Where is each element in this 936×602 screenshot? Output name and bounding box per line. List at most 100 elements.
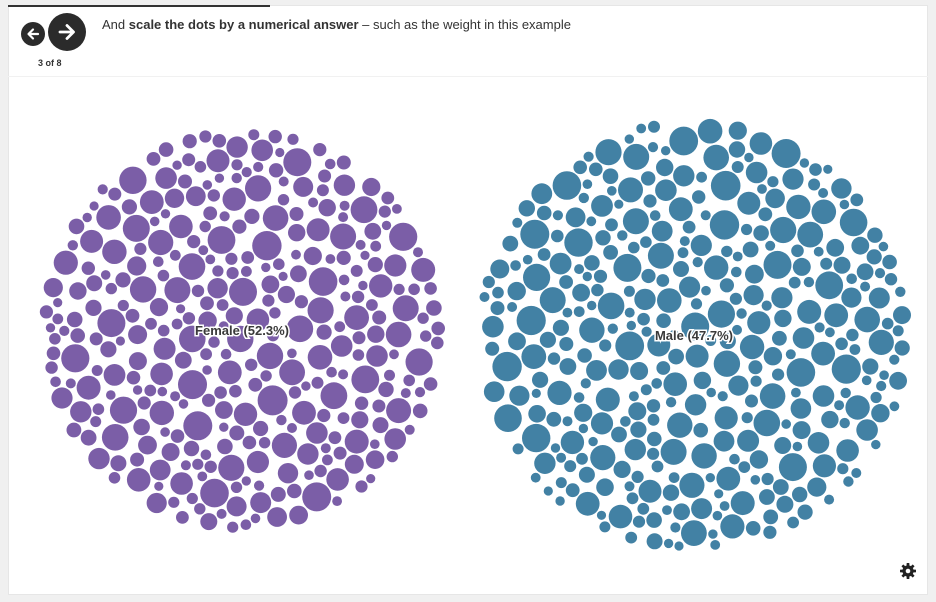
- bubble-male[interactable]: [693, 371, 712, 390]
- bubble-female[interactable]: [178, 370, 207, 400]
- bubble-female[interactable]: [245, 358, 258, 371]
- bubble-male[interactable]: [856, 419, 878, 441]
- bubble-female[interactable]: [149, 216, 160, 227]
- bubble-female[interactable]: [51, 387, 73, 409]
- bubble-male[interactable]: [574, 264, 585, 275]
- bubble-male[interactable]: [836, 439, 859, 462]
- bubble-female[interactable]: [178, 253, 206, 280]
- bubble-male[interactable]: [770, 216, 797, 244]
- bubble-female[interactable]: [278, 176, 289, 187]
- bubble-male[interactable]: [759, 489, 775, 505]
- bubble-male[interactable]: [647, 431, 662, 447]
- bubble-female[interactable]: [269, 307, 281, 319]
- bubble-male[interactable]: [586, 360, 607, 381]
- bubble-female[interactable]: [202, 180, 213, 190]
- bubble-male[interactable]: [543, 486, 553, 496]
- bubble-male[interactable]: [595, 139, 622, 166]
- bubble-male[interactable]: [547, 352, 561, 365]
- bubble-female[interactable]: [267, 329, 279, 342]
- bubble-male[interactable]: [510, 260, 521, 271]
- bubble-male[interactable]: [485, 341, 500, 356]
- bubble-female[interactable]: [278, 271, 288, 281]
- bubble-male[interactable]: [837, 463, 849, 475]
- bubble-female[interactable]: [66, 422, 82, 438]
- bubble-male[interactable]: [572, 283, 590, 302]
- bubble-male[interactable]: [732, 324, 742, 335]
- bubble-female[interactable]: [103, 364, 126, 386]
- bubble-male[interactable]: [576, 452, 588, 465]
- bubble-male[interactable]: [823, 164, 833, 174]
- bubble-female[interactable]: [81, 261, 96, 275]
- bubble-female[interactable]: [214, 173, 225, 183]
- bubble-female[interactable]: [355, 480, 368, 493]
- bubble-female[interactable]: [169, 249, 181, 261]
- bubble-female[interactable]: [322, 454, 333, 466]
- bubble-female[interactable]: [344, 305, 369, 330]
- bubble-female[interactable]: [367, 257, 383, 273]
- bubble-male[interactable]: [728, 121, 747, 140]
- bubble-male[interactable]: [531, 183, 553, 205]
- bubble-male[interactable]: [615, 331, 645, 361]
- bubble-female[interactable]: [276, 414, 287, 426]
- bubble-female[interactable]: [372, 310, 387, 325]
- bubble-male[interactable]: [651, 220, 673, 242]
- bubble-male[interactable]: [772, 368, 785, 381]
- bubble-male[interactable]: [668, 197, 693, 222]
- bubble-male[interactable]: [701, 285, 711, 296]
- bubble-female[interactable]: [160, 209, 171, 219]
- bubble-female[interactable]: [100, 341, 117, 358]
- bubble-female[interactable]: [128, 352, 147, 371]
- bubble-male[interactable]: [729, 453, 740, 465]
- bubble-male[interactable]: [595, 387, 620, 412]
- bubble-female[interactable]: [207, 226, 236, 254]
- bubble-male[interactable]: [895, 286, 906, 297]
- bubble-female[interactable]: [431, 321, 446, 336]
- bubble-male[interactable]: [738, 461, 751, 473]
- bubble-male[interactable]: [641, 326, 652, 337]
- bubble-female[interactable]: [365, 450, 385, 470]
- bubble-female[interactable]: [326, 468, 349, 491]
- bubble-male[interactable]: [679, 276, 701, 298]
- bubble-female[interactable]: [183, 440, 200, 457]
- bubble-female[interactable]: [174, 351, 192, 369]
- bubble-female[interactable]: [403, 374, 416, 387]
- bubble-female[interactable]: [307, 345, 333, 370]
- bubble-male[interactable]: [893, 306, 911, 325]
- bubble-male[interactable]: [753, 409, 781, 437]
- bubble-male[interactable]: [761, 300, 772, 311]
- bubble-male[interactable]: [656, 313, 671, 329]
- bubble-female[interactable]: [253, 420, 269, 437]
- bubble-female[interactable]: [65, 378, 76, 389]
- bubble-female[interactable]: [292, 400, 316, 425]
- bubble-female[interactable]: [254, 480, 265, 491]
- bubble-male[interactable]: [628, 402, 647, 421]
- bubble-female[interactable]: [246, 450, 269, 474]
- bubble-female[interactable]: [291, 249, 301, 260]
- bubble-female[interactable]: [308, 267, 338, 296]
- bubble-female[interactable]: [199, 130, 212, 143]
- bubble-female[interactable]: [231, 172, 242, 184]
- bubble-female[interactable]: [66, 311, 83, 328]
- bubble-male[interactable]: [657, 288, 682, 313]
- bubble-female[interactable]: [179, 325, 206, 353]
- bubble-male[interactable]: [889, 401, 900, 412]
- bubble-male[interactable]: [737, 191, 761, 215]
- bubble-male[interactable]: [663, 372, 687, 397]
- bubble-female[interactable]: [287, 423, 297, 433]
- bubble-female[interactable]: [279, 359, 305, 386]
- bubble-female[interactable]: [275, 147, 285, 158]
- bubble-male[interactable]: [739, 334, 765, 360]
- bubble-male[interactable]: [814, 322, 825, 333]
- bubble-female[interactable]: [386, 450, 398, 463]
- bubble-male[interactable]: [696, 171, 707, 183]
- bubble-male[interactable]: [685, 344, 709, 368]
- bubble-female[interactable]: [389, 222, 418, 251]
- bubble-male[interactable]: [630, 421, 647, 438]
- bubble-female[interactable]: [256, 342, 284, 370]
- bubble-male[interactable]: [582, 271, 592, 282]
- bubble-female[interactable]: [139, 190, 164, 215]
- bubble-male[interactable]: [479, 292, 490, 302]
- bubble-male[interactable]: [807, 432, 830, 454]
- bubble-female[interactable]: [101, 424, 129, 451]
- bubble-female[interactable]: [246, 308, 270, 332]
